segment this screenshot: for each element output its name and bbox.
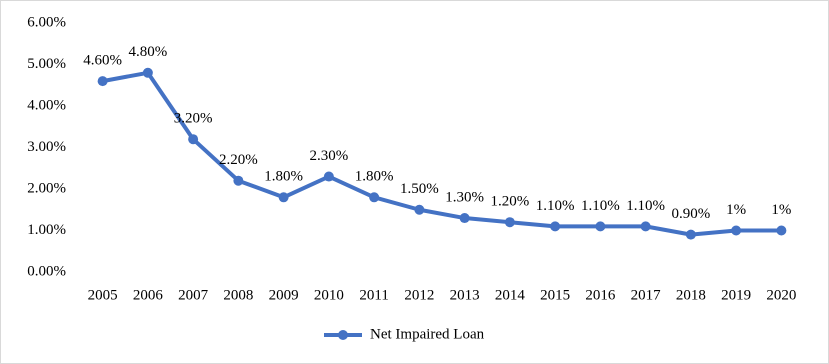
data-point: [504, 217, 515, 228]
data-label: 1.10%: [581, 198, 620, 214]
x-tick-label: 2016: [585, 287, 616, 303]
x-tick-label: 2012: [404, 287, 434, 303]
data-point: [776, 225, 787, 236]
legend-marker: [338, 330, 348, 340]
y-tick-label: 1.00%: [27, 222, 66, 238]
x-tick-label: 2015: [540, 287, 570, 303]
data-label: 1%: [771, 202, 791, 218]
data-label: 4.80%: [129, 44, 168, 60]
x-tick-label: 2011: [359, 287, 388, 303]
data-label: 2.20%: [219, 152, 258, 168]
data-point: [369, 192, 380, 203]
data-point: [188, 134, 199, 145]
x-tick-label: 2020: [766, 287, 796, 303]
x-tick-label: 2017: [631, 287, 662, 303]
data-label: 3.20%: [174, 111, 213, 127]
y-tick-label: 0.00%: [27, 263, 66, 279]
data-point: [278, 192, 289, 203]
data-label: 1.20%: [491, 194, 530, 210]
data-point: [640, 221, 651, 232]
x-tick-label: 2006: [133, 287, 164, 303]
data-label: 1.50%: [400, 181, 439, 197]
x-tick-label: 2014: [495, 287, 526, 303]
data-label: 1.30%: [445, 189, 484, 205]
data-label: 2.30%: [310, 148, 349, 164]
data-label: 1.80%: [355, 169, 394, 185]
legend-label: Net Impaired Loan: [370, 326, 485, 342]
data-point: [595, 221, 606, 232]
data-point: [731, 225, 742, 236]
data-point: [550, 221, 561, 232]
series-line: [102, 70, 782, 237]
data-point: [414, 204, 425, 215]
y-tick-label: 2.00%: [27, 180, 66, 196]
y-tick-label: 6.00%: [27, 14, 66, 30]
data-label: 1.10%: [536, 198, 575, 214]
x-tick-label: 2018: [676, 287, 706, 303]
data-label: 0.90%: [672, 206, 711, 222]
data-point: [142, 67, 153, 78]
data-label: 1.10%: [626, 198, 665, 214]
x-tick-label: 2005: [88, 287, 118, 303]
x-tick-label: 2010: [314, 287, 344, 303]
x-tick-label: 2013: [450, 287, 480, 303]
y-tick-label: 5.00%: [27, 56, 66, 72]
data-label: 4.60%: [83, 53, 122, 69]
x-tick-label: 2009: [269, 287, 299, 303]
data-point: [459, 213, 470, 224]
data-label: 1%: [726, 202, 746, 218]
y-tick-label: 4.00%: [27, 97, 66, 113]
data-point: [233, 175, 244, 186]
data-point: [323, 171, 334, 182]
x-tick-label: 2008: [223, 287, 253, 303]
data-point: [97, 76, 108, 87]
y-tick-label: 3.00%: [27, 139, 66, 155]
data-label: 1.80%: [264, 169, 303, 185]
x-tick-label: 2007: [178, 287, 209, 303]
data-point: [685, 229, 696, 240]
x-tick-label: 2019: [721, 287, 751, 303]
